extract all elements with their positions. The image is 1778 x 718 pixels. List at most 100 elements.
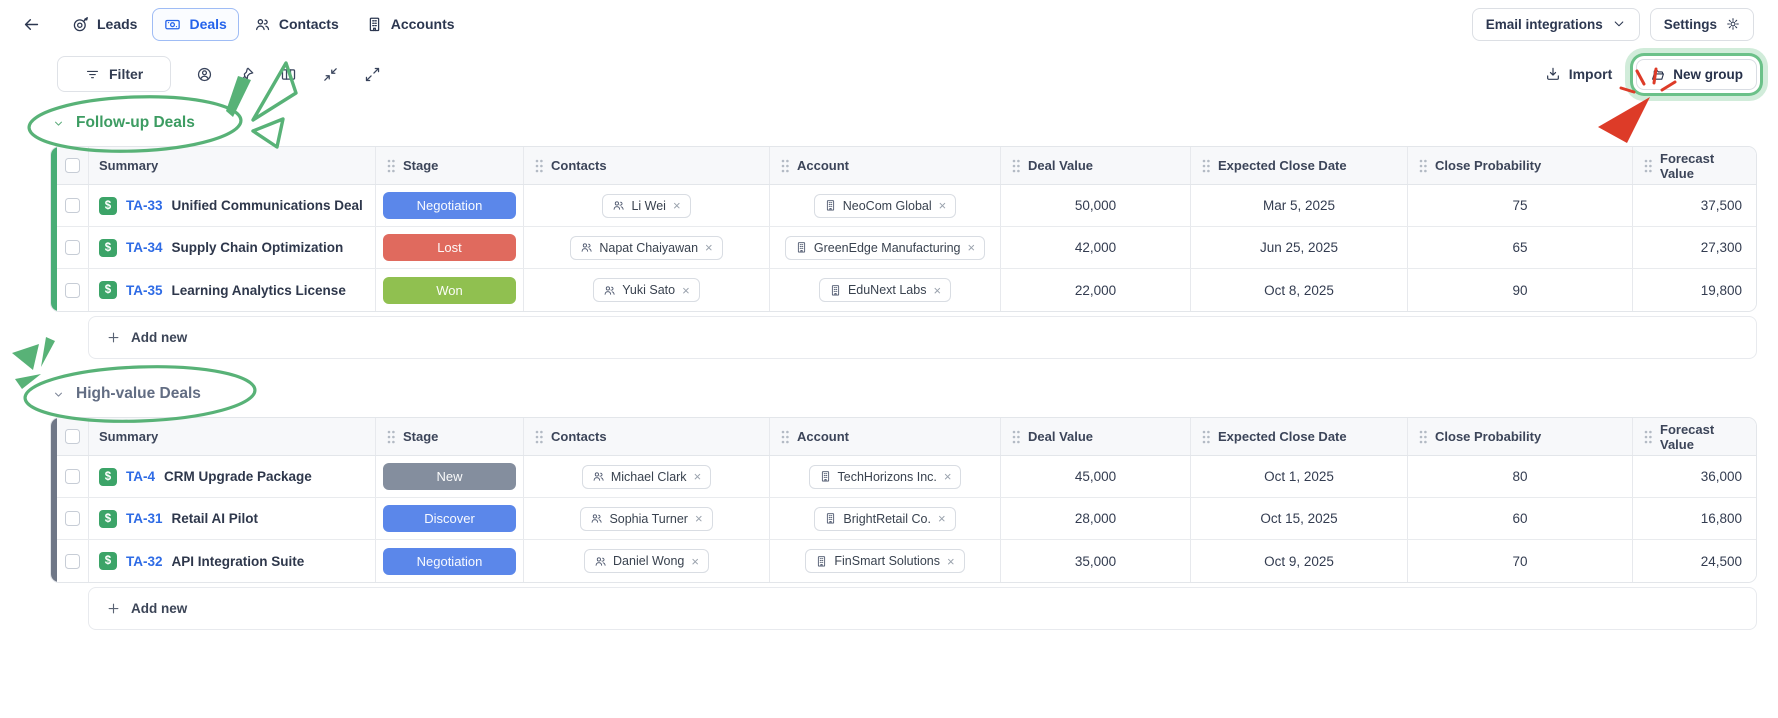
drag-handle-icon[interactable] <box>1011 429 1021 445</box>
table-row[interactable]: $ TA-35 Learning Analytics License Won Y… <box>57 269 1756 311</box>
drag-handle-icon[interactable] <box>1011 158 1021 174</box>
close-date-cell[interactable]: Oct 9, 2025 <box>1191 540 1408 582</box>
tab-leads[interactable]: Leads <box>60 8 149 41</box>
probability-cell[interactable]: 75 <box>1408 185 1633 226</box>
contact-chip[interactable]: Michael Clark × <box>581 464 712 489</box>
add-new-deal-button[interactable]: Add new <box>88 587 1757 630</box>
deal-title[interactable]: Learning Analytics License <box>171 282 346 298</box>
deal-title[interactable]: Supply Chain Optimization <box>171 240 344 255</box>
probability-cell[interactable]: 60 <box>1408 498 1633 539</box>
contact-chip[interactable]: Li Wei × <box>602 193 691 218</box>
back-button[interactable] <box>14 7 48 41</box>
forecast-value-cell[interactable]: 27,300 <box>1700 240 1742 255</box>
contact-chip[interactable]: Sophia Turner × <box>580 506 713 531</box>
tab-accounts[interactable]: Accounts <box>354 8 467 41</box>
stage-pill[interactable]: Negotiation <box>383 192 516 219</box>
drag-handle-icon[interactable] <box>534 158 544 174</box>
table-row[interactable]: $ TA-31 Retail AI Pilot Discover Sophia … <box>57 498 1756 540</box>
account-chip[interactable]: TechHorizons Inc. × <box>808 464 962 489</box>
remove-icon[interactable]: × <box>937 511 946 526</box>
probability-cell[interactable]: 90 <box>1408 269 1633 311</box>
table-row[interactable]: $ TA-33 Unified Communications Deal Nego… <box>57 185 1756 227</box>
close-date-cell[interactable]: Oct 15, 2025 <box>1191 498 1408 539</box>
remove-icon[interactable]: × <box>943 469 952 484</box>
probability-cell[interactable]: 70 <box>1408 540 1633 582</box>
deal-id[interactable]: TA-4 <box>126 469 155 484</box>
deal-id[interactable]: TA-33 <box>126 198 163 213</box>
settings-button[interactable]: Settings <box>1649 7 1754 41</box>
remove-icon[interactable]: × <box>705 240 713 255</box>
row-checkbox[interactable] <box>65 198 80 213</box>
close-date-cell[interactable]: Jun 25, 2025 <box>1191 227 1408 268</box>
stage-pill[interactable]: New <box>383 463 516 490</box>
deal-title[interactable]: Retail AI Pilot <box>171 511 259 526</box>
account-chip[interactable]: FinSmart Solutions × <box>805 549 965 573</box>
drag-handle-icon[interactable] <box>1201 429 1211 445</box>
group-header-high-value-deals[interactable]: High-value Deals <box>52 379 1778 409</box>
table-row[interactable]: $ TA-4 CRM Upgrade Package New Michael C… <box>57 456 1756 498</box>
probability-cell[interactable]: 80 <box>1408 456 1633 497</box>
drag-handle-icon[interactable] <box>1643 158 1653 174</box>
close-date-cell[interactable]: Mar 5, 2025 <box>1191 185 1408 226</box>
contact-chip[interactable]: Napat Chaiyawan × <box>570 235 723 260</box>
row-checkbox[interactable] <box>65 240 80 255</box>
collapse-button[interactable] <box>313 57 347 91</box>
deal-value-cell[interactable]: 50,000 <box>1001 185 1191 226</box>
columns-button[interactable] <box>271 57 305 91</box>
tab-contacts[interactable]: Contacts <box>242 8 351 41</box>
stage-pill[interactable]: Negotiation <box>383 547 516 575</box>
deal-title[interactable]: API Integration Suite <box>171 553 305 569</box>
deal-title[interactable]: CRM Upgrade Package <box>164 469 312 484</box>
select-all-checkbox[interactable] <box>65 158 80 173</box>
deal-title[interactable]: Unified Communications Deal <box>171 198 363 213</box>
probability-cell[interactable]: 65 <box>1408 227 1633 268</box>
table-row[interactable]: $ TA-34 Supply Chain Optimization Lost N… <box>57 227 1756 269</box>
forecast-value-cell[interactable]: 19,800 <box>1700 282 1742 298</box>
forecast-value-cell[interactable]: 16,800 <box>1700 511 1742 526</box>
tab-deals[interactable]: Deals <box>152 7 239 41</box>
stage-pill[interactable]: Won <box>383 276 516 304</box>
email-integrations-button[interactable]: Email integrations <box>1471 7 1640 41</box>
deal-id[interactable]: TA-35 <box>126 282 163 298</box>
deal-value-cell[interactable]: 45,000 <box>1001 456 1191 497</box>
remove-icon[interactable]: × <box>691 553 699 569</box>
row-checkbox[interactable] <box>65 282 80 298</box>
drag-handle-icon[interactable] <box>780 429 790 445</box>
remove-icon[interactable]: × <box>933 282 942 298</box>
deal-value-cell[interactable]: 22,000 <box>1001 269 1191 311</box>
drag-handle-icon[interactable] <box>386 158 396 174</box>
expand-button[interactable] <box>355 57 389 91</box>
select-all-checkbox[interactable] <box>65 429 80 444</box>
close-date-cell[interactable]: Oct 8, 2025 <box>1191 269 1408 311</box>
remove-icon[interactable]: × <box>694 511 703 526</box>
new-group-button[interactable]: New group <box>1636 58 1757 90</box>
deal-id[interactable]: TA-34 <box>126 240 163 255</box>
drag-handle-icon[interactable] <box>386 429 396 445</box>
stage-pill[interactable]: Lost <box>383 234 516 261</box>
forecast-value-cell[interactable]: 36,000 <box>1700 469 1742 484</box>
drag-handle-icon[interactable] <box>1201 158 1211 174</box>
stage-pill[interactable]: Discover <box>383 505 516 532</box>
contact-chip[interactable]: Yuki Sato × <box>593 278 700 302</box>
drag-handle-icon[interactable] <box>1418 158 1428 174</box>
drag-handle-icon[interactable] <box>780 158 790 174</box>
import-button[interactable]: Import <box>1545 66 1612 82</box>
account-chip[interactable]: EduNext Labs × <box>818 278 952 302</box>
deal-value-cell[interactable]: 35,000 <box>1001 540 1191 582</box>
row-checkbox[interactable] <box>65 553 80 569</box>
account-chip[interactable]: BrightRetail Co. × <box>814 506 956 531</box>
remove-icon[interactable]: × <box>672 198 681 213</box>
account-chip[interactable]: GreenEdge Manufacturing × <box>784 235 986 260</box>
add-new-deal-button[interactable]: Add new <box>88 316 1757 359</box>
deal-value-cell[interactable]: 42,000 <box>1001 227 1191 268</box>
drag-handle-icon[interactable] <box>534 429 544 445</box>
deal-id[interactable]: TA-32 <box>126 553 163 569</box>
drag-handle-icon[interactable] <box>1418 429 1428 445</box>
table-row[interactable]: $ TA-32 API Integration Suite Negotiatio… <box>57 540 1756 582</box>
remove-icon[interactable]: × <box>938 198 947 213</box>
row-checkbox[interactable] <box>65 511 80 526</box>
close-date-cell[interactable]: Oct 1, 2025 <box>1191 456 1408 497</box>
row-checkbox[interactable] <box>65 469 80 484</box>
filter-button[interactable]: Filter <box>57 56 172 92</box>
deal-id[interactable]: TA-31 <box>126 511 163 526</box>
